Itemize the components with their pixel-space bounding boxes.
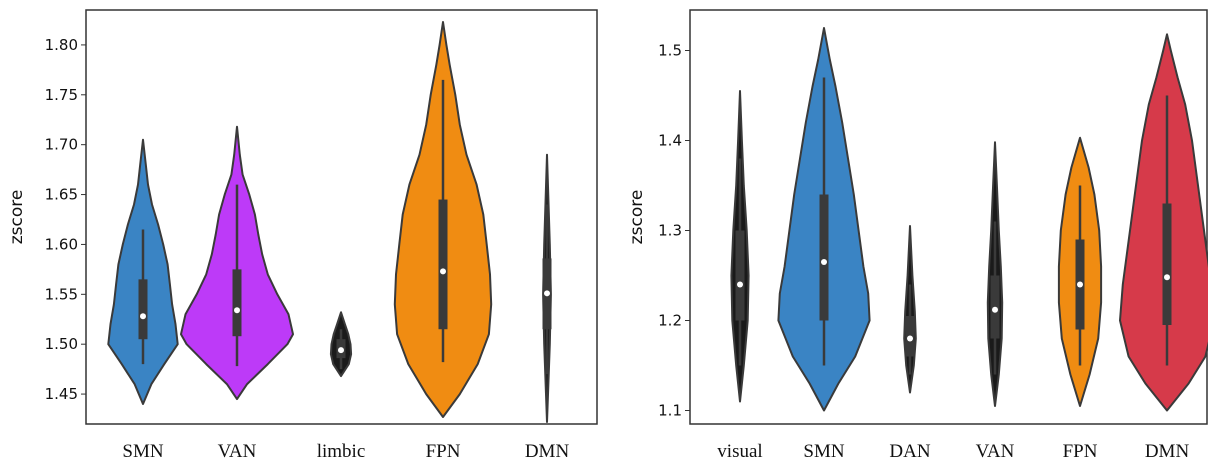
violin-van <box>180 125 294 401</box>
y-axis-label: zscore <box>627 190 647 245</box>
y-tick-label: 1.55 <box>45 285 78 303</box>
violin-fpn <box>393 21 493 418</box>
x-category-label: DMN <box>525 441 570 462</box>
violin-iqr-box <box>1162 203 1172 325</box>
violin-median-dot <box>821 259 827 265</box>
y-axis-label: zscore <box>7 190 27 245</box>
x-category-label: visual <box>717 441 762 462</box>
violin-median-dot <box>234 307 240 314</box>
violin-dan <box>903 225 917 394</box>
violin-median-dot <box>907 335 913 342</box>
violin-median-dot <box>992 306 998 313</box>
x-category-label: FPN <box>426 441 461 462</box>
x-category-label: VAN <box>976 441 1015 462</box>
right-violin-panel: 1.1 1.2 1.3 1.4 1.5 zscore visual SMN DAN VAN FPN D… <box>627 9 1208 462</box>
plot-frame <box>85 9 598 425</box>
x-category-label: DAN <box>889 441 930 462</box>
violin-fpn <box>1057 136 1103 407</box>
violin-iqr-box <box>819 194 829 321</box>
y-tick-label: 1.70 <box>45 136 78 154</box>
violin-smn <box>777 27 871 412</box>
violin-median-dot <box>1077 281 1083 288</box>
x-category-label: SMN <box>803 441 844 462</box>
violin-limbic <box>329 311 353 378</box>
y-tick-label: 1.5 <box>658 42 682 60</box>
violin-median-dot <box>440 268 446 275</box>
x-category-label: DMN <box>1145 441 1190 462</box>
violin-iqr-box <box>232 269 242 337</box>
y-tick-label: 1.80 <box>45 36 78 54</box>
y-tick-label: 1.60 <box>45 235 78 253</box>
y-tick-label: 1.65 <box>45 186 78 204</box>
y-tick-label: 1.2 <box>658 312 682 330</box>
y-tick-label: 1.75 <box>45 86 78 104</box>
violin-iqr-box <box>735 230 745 321</box>
y-tick-label: 1.50 <box>45 335 78 353</box>
violin-smn <box>107 138 179 405</box>
left-violin-panel: 1.45 1.50 1.55 1.60 1.65 1.70 1.75 1.80 zscore SM… <box>7 9 598 462</box>
y-tick-label: 1.3 <box>658 222 682 240</box>
plot-frame <box>689 9 1208 425</box>
violin-median-dot <box>140 313 146 320</box>
violin-median-dot <box>338 347 344 354</box>
x-category-label: VAN <box>218 441 257 462</box>
violin-iqr-box <box>438 199 448 330</box>
violin-median-dot <box>1164 274 1170 281</box>
x-category-label: FPN <box>1063 441 1098 462</box>
violin-median-dot <box>544 290 550 297</box>
violin-iqr-box <box>138 279 148 340</box>
violin-dmn <box>1119 33 1208 412</box>
violin-dmn <box>542 153 552 423</box>
violin-visual <box>730 90 750 403</box>
violin-van <box>986 141 1004 407</box>
x-category-label: SMN <box>122 441 163 462</box>
violin-median-dot <box>737 281 743 288</box>
y-tick-label: 1.1 <box>658 402 682 420</box>
x-category-label: limbic <box>317 441 366 462</box>
y-tick-label: 1.4 <box>658 132 682 150</box>
y-tick-label: 1.45 <box>45 385 78 403</box>
